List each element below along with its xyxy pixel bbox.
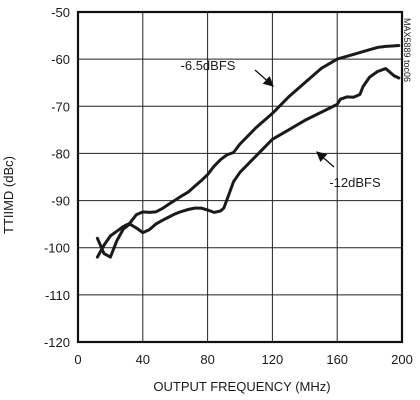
ticks-layer: 0 40 80 120 160 200 -50 -60 -70 -80 -90 -100 -110 -12… (44, 5, 413, 367)
y-tick-label: -100 (44, 241, 70, 256)
x-tick-label: 120 (262, 352, 284, 367)
y-tick-label: -50 (51, 5, 70, 20)
series-line-6-5dbfs (95, 44, 401, 259)
y-axis-label: TTIIMD (dBc) (1, 156, 16, 234)
annotation-arrow-12dbfs (316, 151, 335, 168)
series-layer (95, 44, 401, 259)
y-tick-label: -60 (51, 52, 70, 67)
x-axis-label: OUTPUT FREQUENCY (MHz) (153, 379, 330, 394)
x-tick-label: 0 (74, 352, 81, 367)
annotation-12dbfs: -12dBFS (329, 175, 381, 190)
series-line-12dbfs (95, 67, 401, 259)
y-tick-label: -90 (51, 194, 70, 209)
x-tick-label: 80 (200, 352, 214, 367)
x-tick-label: 200 (391, 352, 413, 367)
x-tick-label: 40 (136, 352, 150, 367)
annotation-arrow-6-5dbfs (254, 69, 274, 87)
y-tick-label: -80 (51, 146, 70, 161)
y-tick-label: -120 (44, 335, 70, 350)
x-tick-label: 160 (326, 352, 348, 367)
y-tick-label: -110 (45, 288, 70, 303)
plot-frame (76, 10, 404, 344)
code-label: MAX5889 toc06 (402, 18, 412, 82)
annotation-6-5dbfs: -6.5dBFS (181, 58, 236, 73)
y-tick-label: -70 (51, 99, 70, 114)
